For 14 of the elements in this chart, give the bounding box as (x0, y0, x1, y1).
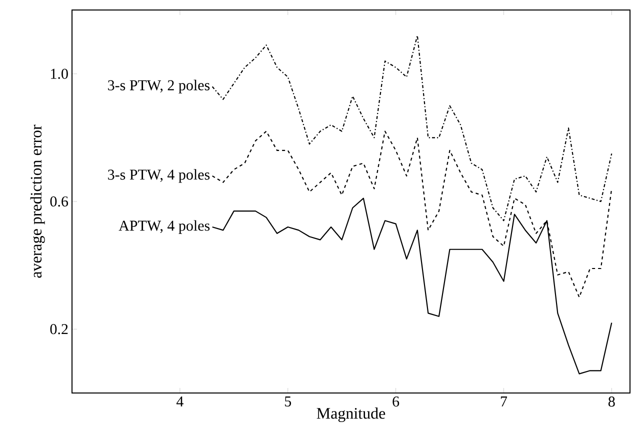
x-tick-label: 6 (392, 396, 400, 407)
series-label: 3-s PTW, 2 poles (108, 80, 210, 94)
y-tick-label: 0.2 (50, 324, 68, 334)
x-axis-title: Magnitude (316, 408, 386, 422)
series-label: 3-s PTW, 4 poles (108, 169, 210, 183)
x-tick-label: 4 (176, 396, 184, 406)
x-tick-label: 8 (608, 396, 615, 407)
series-label: APTW, 4 poles (118, 220, 210, 234)
y-tick-label: 0.6 (50, 196, 68, 207)
y-axis-title: average prediction error (30, 124, 45, 278)
y-tick-label: 1.0 (51, 68, 68, 79)
x-tick-label: 5 (284, 396, 292, 406)
line-series (212, 34, 612, 222)
x-tick-label: 7 (500, 396, 508, 406)
